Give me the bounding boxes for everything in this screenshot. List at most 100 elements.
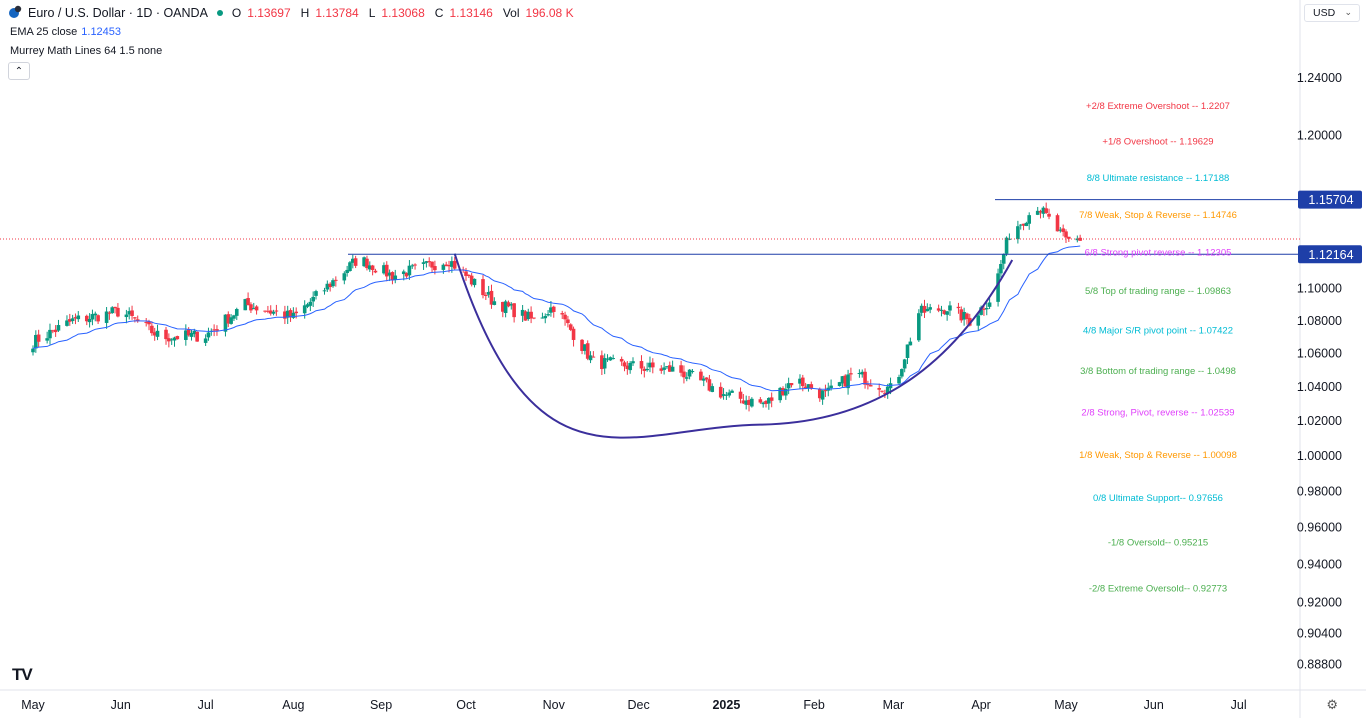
candle-body [45, 338, 49, 341]
candle-body [625, 365, 630, 370]
ema-indicator-legend[interactable]: EMA 25 close 1.12453 [10, 26, 121, 38]
candle-body [1035, 210, 1040, 215]
x-tick-label: May [1054, 698, 1078, 712]
x-tick-label: Jun [111, 698, 131, 712]
candle-body [900, 369, 904, 377]
candle-body [571, 328, 576, 340]
candle-body [1067, 236, 1071, 239]
candle-body [727, 392, 732, 396]
candle-body [645, 368, 649, 371]
candle-body [291, 312, 296, 318]
candle-body [684, 377, 689, 379]
y-tick-label: 0.90400 [1297, 626, 1342, 640]
candle-body [331, 280, 335, 287]
x-tick-label: 2025 [712, 698, 740, 712]
candle-body [738, 391, 743, 399]
candle-body [404, 272, 409, 277]
candle-body [631, 361, 635, 364]
candle-body [427, 261, 432, 263]
candle-body [169, 339, 174, 341]
candle-body [902, 359, 907, 369]
candle-body [84, 315, 89, 322]
candle-body [936, 308, 941, 311]
candle-body [373, 270, 378, 273]
candle-body [583, 344, 587, 351]
candle-body [1024, 222, 1029, 227]
candle-body [232, 315, 236, 319]
candle-body [628, 362, 632, 371]
currency-select[interactable]: USD ⌄ [1304, 4, 1360, 22]
murrey-indicator-legend[interactable]: Murrey Math Lines 64 1.5 none [10, 45, 162, 57]
gear-icon[interactable]: ⚙ [1326, 697, 1338, 712]
x-tick-label: Aug [282, 698, 304, 712]
candle-body [868, 385, 873, 387]
candle-body [186, 328, 191, 336]
candle-body [945, 311, 949, 315]
candle-body [387, 272, 392, 276]
candle-body [928, 307, 932, 310]
candle-body [699, 371, 703, 381]
price-tag-label: 1.12164 [1308, 248, 1353, 262]
candle-body [919, 305, 924, 313]
candle-body [744, 400, 748, 405]
murrey-level-label: 7/8 Weak, Stop & Reverse -- 1.14746 [1079, 210, 1237, 221]
candle-body [758, 399, 763, 403]
candle-body [982, 308, 986, 310]
candle-body [750, 398, 754, 407]
currency-value: USD [1313, 7, 1336, 19]
close-value: 1.13146 [449, 6, 493, 20]
candle-body [679, 365, 683, 373]
candle-body [996, 273, 1000, 302]
candle-body [803, 386, 808, 389]
candle-body [800, 377, 805, 387]
candle-body [430, 261, 434, 268]
candle-body [682, 371, 686, 378]
candle-body [509, 304, 514, 306]
symbol-title[interactable]: Euro / U.S. Dollar · 1D · OANDA [28, 6, 208, 20]
candle-body [370, 265, 375, 271]
candle-body [1058, 229, 1063, 231]
candle-body [243, 299, 248, 311]
murrey-level-label: 8/8 Ultimate resistance -- 1.17188 [1087, 173, 1230, 184]
candle-body [962, 311, 966, 320]
candle-body [104, 311, 109, 323]
candle-body [1064, 231, 1068, 238]
candle-body [305, 304, 310, 307]
candle-body [67, 319, 72, 322]
y-tick-label: 1.00000 [1297, 449, 1342, 463]
candle-body [351, 258, 355, 263]
candle-body [532, 317, 536, 319]
candle-body [65, 320, 69, 326]
candle-body [51, 330, 55, 332]
candle-body [849, 373, 853, 375]
candle-body [285, 310, 290, 318]
candle-body [234, 309, 239, 316]
murrey-level-label: 3/8 Bottom of trading range -- 1.0498 [1080, 366, 1236, 377]
murrey-level-label: 6/8 Strong pivot reverse -- 1.12305 [1085, 248, 1232, 259]
candle-body [393, 275, 398, 280]
candle-body [1021, 223, 1026, 226]
open-label: O [231, 6, 242, 20]
murrey-level-label: 1/8 Weak, Stop & Reverse -- 1.00098 [1079, 450, 1237, 461]
candle-body [917, 313, 921, 341]
candle-body [648, 362, 652, 368]
candle-body [1001, 254, 1006, 264]
candle-body [189, 332, 194, 337]
candle-body [784, 388, 788, 396]
candle-body [580, 339, 584, 351]
candle-body [87, 318, 92, 323]
candle-body [778, 387, 782, 401]
candle-body [116, 307, 120, 317]
candle-body [226, 314, 231, 324]
candle-body [724, 394, 729, 396]
candle-body [506, 302, 511, 307]
candle-body [229, 317, 233, 324]
candle-body [967, 317, 972, 326]
candle-body [662, 367, 666, 370]
candle-body [883, 392, 887, 394]
x-tick-label: Jul [1231, 698, 1247, 712]
tradingview-logo[interactable]: TV [12, 665, 33, 684]
collapse-legend-button[interactable]: ⌃ [8, 62, 30, 80]
candle-body [362, 257, 366, 267]
